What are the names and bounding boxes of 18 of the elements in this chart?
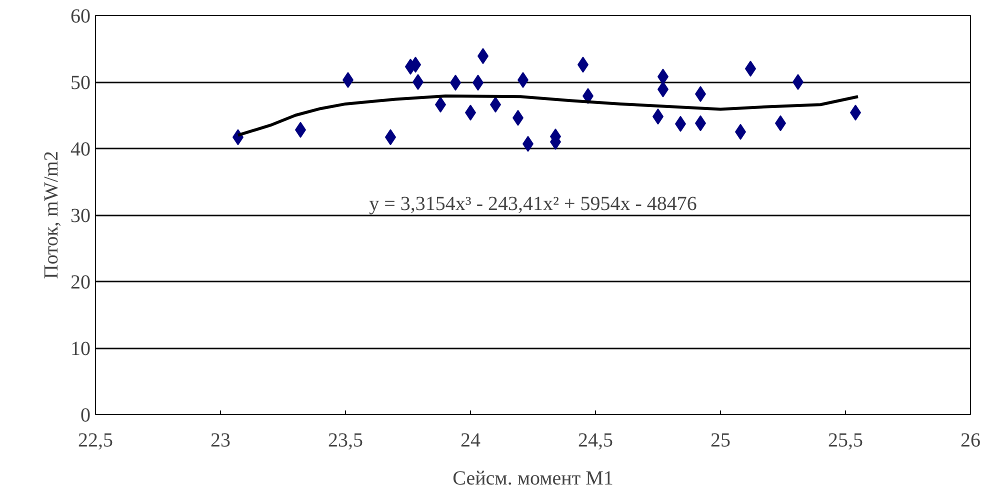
y-tick-label: 60 xyxy=(70,6,90,28)
y-tick-label: 0 xyxy=(80,404,90,426)
x-tick-label: 26 xyxy=(960,430,980,452)
y-tick-label: 40 xyxy=(70,138,90,160)
y-tick-label: 50 xyxy=(70,72,90,94)
x-tick-label: 24,5 xyxy=(578,430,613,452)
y-tick-label: 10 xyxy=(70,338,90,360)
y-tick-label: 20 xyxy=(70,272,90,294)
x-tick-label: 24 xyxy=(460,430,480,452)
y-axis-title: Поток, mW/m2 xyxy=(40,151,62,279)
x-tick-label: 23 xyxy=(210,430,230,452)
x-tick-label: 25,5 xyxy=(828,430,863,452)
x-axis-title: Сейсм. момент M1 xyxy=(452,468,614,490)
annotation: y = 3,3154x³ - 243,41x² + 5954x - 48476 xyxy=(369,193,697,215)
y-tick-label: 30 xyxy=(70,205,90,227)
x-tick-label: 23,5 xyxy=(328,430,363,452)
x-tick-label: 22,5 xyxy=(78,430,113,452)
x-tick-label: 25 xyxy=(710,430,730,452)
